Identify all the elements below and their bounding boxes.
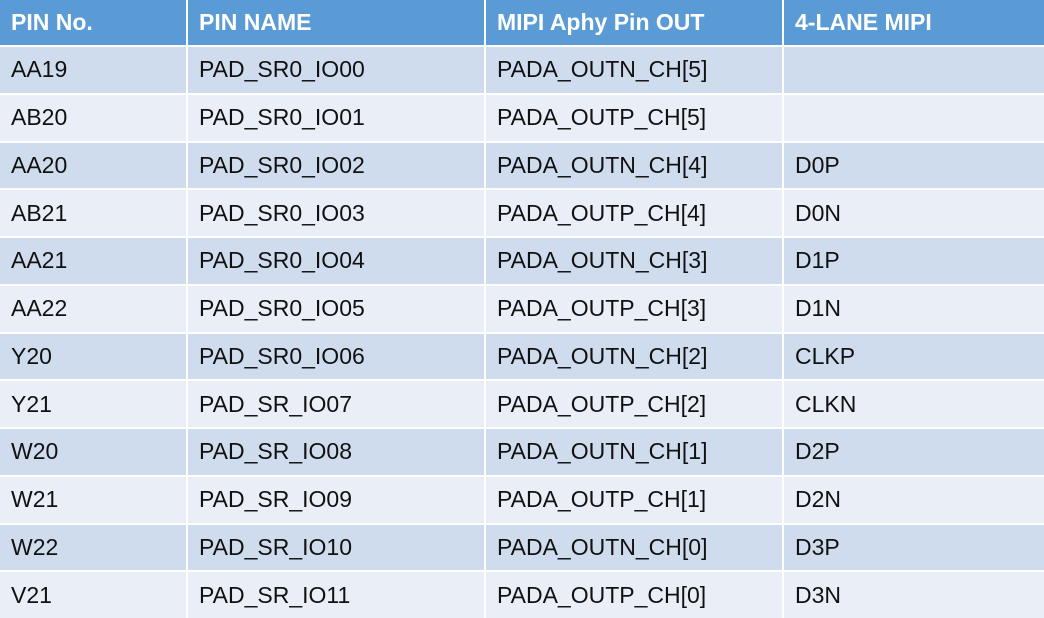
table-cell: D1P <box>784 238 1044 284</box>
table-cell: PAD_SR0_IO03 <box>188 190 484 236</box>
table-cell: PAD_SR0_IO00 <box>188 47 484 93</box>
table-cell: PAD_SR_IO10 <box>188 524 484 571</box>
table-cell: AB21 <box>0 190 186 236</box>
table-cell: AB20 <box>0 94 186 141</box>
table-cell: D3P <box>784 524 1044 571</box>
table-cell: D0P <box>784 142 1044 189</box>
table-cell: PADA_OUTP_CH[4] <box>486 190 782 236</box>
header-cell: PIN No. <box>0 0 186 45</box>
table-cell: PADA_OUTN_CH[5] <box>486 47 782 93</box>
table-cell: PAD_SR0_IO04 <box>188 238 484 284</box>
table-cell: V21 <box>0 572 186 618</box>
table-cell: PADA_OUTN_CH[4] <box>486 142 782 189</box>
header-cell: MIPI Aphy Pin OUT <box>486 0 782 45</box>
table-cell: W22 <box>0 524 186 571</box>
table-cell: PAD_SR0_IO02 <box>188 142 484 189</box>
table-cell: PAD_SR0_IO01 <box>188 94 484 141</box>
table-cell: PAD_SR0_IO06 <box>188 333 484 380</box>
table-cell: PAD_SR_IO07 <box>188 381 484 427</box>
table-cell: CLKP <box>784 333 1044 380</box>
table-cell <box>784 94 1044 141</box>
table-cell: PAD_SR_IO11 <box>188 572 484 618</box>
table-cell: D2P <box>784 429 1044 475</box>
table-cell: Y20 <box>0 333 186 380</box>
table-cell: PADA_OUTP_CH[2] <box>486 381 782 427</box>
table-cell: PADA_OUTP_CH[0] <box>486 572 782 618</box>
table-cell: W20 <box>0 429 186 475</box>
table-cell: PADA_OUTN_CH[3] <box>486 238 782 284</box>
table-cell: PAD_SR0_IO05 <box>188 285 484 332</box>
table-cell: AA22 <box>0 285 186 332</box>
table-cell: PAD_SR_IO08 <box>188 429 484 475</box>
table-cell: PAD_SR_IO09 <box>188 476 484 523</box>
table-cell: PADA_OUTN_CH[2] <box>486 333 782 380</box>
table-cell: CLKN <box>784 381 1044 427</box>
table-cell: AA19 <box>0 47 186 93</box>
table-cell: AA20 <box>0 142 186 189</box>
table-cell: PADA_OUTP_CH[3] <box>486 285 782 332</box>
header-cell: 4-LANE MIPI <box>784 0 1044 45</box>
table-cell: PADA_OUTP_CH[5] <box>486 94 782 141</box>
table-cell: D2N <box>784 476 1044 523</box>
table-cell: D1N <box>784 285 1044 332</box>
table-cell: PADA_OUTN_CH[1] <box>486 429 782 475</box>
table-cell: PADA_OUTN_CH[0] <box>486 524 782 571</box>
table-cell <box>784 47 1044 93</box>
table-cell: AA21 <box>0 238 186 284</box>
table-cell: W21 <box>0 476 186 523</box>
table-cell: PADA_OUTP_CH[1] <box>486 476 782 523</box>
table-cell: D0N <box>784 190 1044 236</box>
table-cell: D3N <box>784 572 1044 618</box>
table-cell: Y21 <box>0 381 186 427</box>
header-cell: PIN NAME <box>188 0 484 45</box>
